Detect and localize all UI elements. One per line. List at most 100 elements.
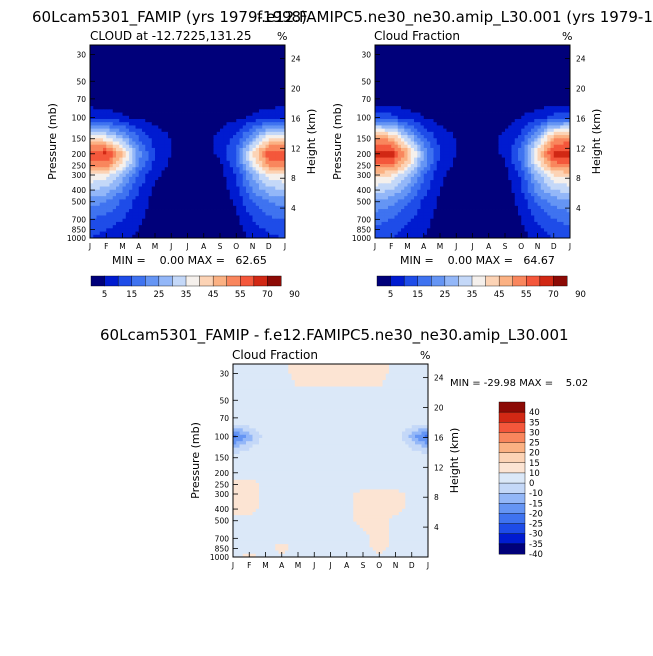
contour-cell <box>181 51 185 55</box>
contour-cell <box>227 225 231 229</box>
contour-cell <box>207 225 211 229</box>
contour-cell <box>142 228 146 232</box>
contour-cell <box>534 74 538 78</box>
contour-cell <box>466 84 470 88</box>
contour-cell <box>466 103 470 107</box>
contour-cell <box>275 203 279 207</box>
contour-cell <box>259 61 263 65</box>
contour-cell <box>479 55 483 59</box>
contour-cell <box>129 177 133 181</box>
contour-cell <box>223 106 227 110</box>
contour-cell <box>275 113 279 117</box>
contour-cell <box>197 51 201 55</box>
contour-cell <box>243 100 247 104</box>
contour-cell <box>201 215 205 219</box>
contour-cell <box>168 215 172 219</box>
contour-cell <box>184 151 188 155</box>
contour-cell <box>223 199 227 203</box>
contour-cell <box>139 145 143 149</box>
contour-cell <box>551 58 555 62</box>
contour-cell <box>401 55 405 59</box>
contour-cell <box>223 122 227 126</box>
contour-cell <box>191 61 195 65</box>
contour-cell <box>220 106 224 110</box>
contour-cell <box>414 109 418 113</box>
contour-cell <box>93 125 97 129</box>
contour-cell <box>194 177 198 181</box>
contour-cell <box>560 87 564 91</box>
contour-cell <box>269 145 273 149</box>
contour-cell <box>414 55 418 59</box>
contour-cell <box>246 177 250 181</box>
contour-cell <box>473 93 477 97</box>
contour-cell <box>521 48 525 52</box>
contour-cell <box>184 109 188 113</box>
contour-cell <box>233 212 237 216</box>
contour-cell <box>236 138 240 142</box>
contour-cell <box>168 196 172 200</box>
contour-cell <box>126 109 130 113</box>
contour-cell <box>434 103 438 107</box>
contour-cell <box>382 48 386 52</box>
contour-cell <box>165 232 169 236</box>
contour-cell <box>210 116 214 120</box>
contour-cell <box>547 55 551 59</box>
contour-cell <box>518 100 522 104</box>
contour-cell <box>469 55 473 59</box>
contour-cell <box>275 71 279 75</box>
contour-cell <box>175 71 179 75</box>
contour-cell <box>279 113 283 117</box>
contour-cell <box>97 209 101 213</box>
contour-cell <box>479 74 483 78</box>
contour-cell <box>227 116 231 120</box>
contour-cell <box>378 61 382 65</box>
contour-cell <box>486 93 490 97</box>
contour-cell <box>217 167 221 171</box>
contour-cell <box>434 87 438 91</box>
contour-cell <box>253 222 257 226</box>
contour-cell <box>188 170 192 174</box>
contour-cell <box>230 135 234 139</box>
contour-cell <box>408 109 412 113</box>
contour-cell <box>197 77 201 81</box>
contour-cell <box>404 64 408 68</box>
contour-cell <box>499 80 503 84</box>
contour-cell <box>521 55 525 59</box>
contour-cell <box>142 55 146 59</box>
contour-cell <box>100 164 104 168</box>
contour-cell <box>489 55 493 59</box>
contour-cell <box>256 90 260 94</box>
contour-cell <box>272 225 276 229</box>
contour-cell <box>103 174 107 178</box>
contour-cell <box>266 116 270 120</box>
contour-cell <box>155 206 159 210</box>
contour-cell <box>175 74 179 78</box>
contour-cell <box>116 145 120 149</box>
contour-cell <box>227 183 231 187</box>
contour-cell <box>489 64 493 68</box>
contour-cell <box>158 212 162 216</box>
contour-cell <box>473 80 477 84</box>
contour-cell <box>476 113 480 117</box>
contour-cell <box>207 113 211 117</box>
contour-cell <box>119 68 123 72</box>
contour-cell <box>227 93 231 97</box>
contour-cell <box>259 71 263 75</box>
contour-cell <box>126 93 130 97</box>
contour-cell <box>541 64 545 68</box>
contour-cell <box>184 48 188 52</box>
contour-cell <box>214 180 218 184</box>
contour-cell <box>269 158 273 162</box>
contour-cell <box>388 45 392 49</box>
contour-cell <box>132 64 136 68</box>
contour-cell <box>521 45 525 49</box>
contour-cell <box>214 93 218 97</box>
contour-cell <box>97 145 101 149</box>
contour-cell <box>110 203 114 207</box>
contour-cell <box>227 212 231 216</box>
contour-cell <box>421 100 425 104</box>
contour-cell <box>515 48 519 52</box>
contour-cell <box>499 93 503 97</box>
contour-cell <box>512 58 516 62</box>
contour-cell <box>512 51 516 55</box>
